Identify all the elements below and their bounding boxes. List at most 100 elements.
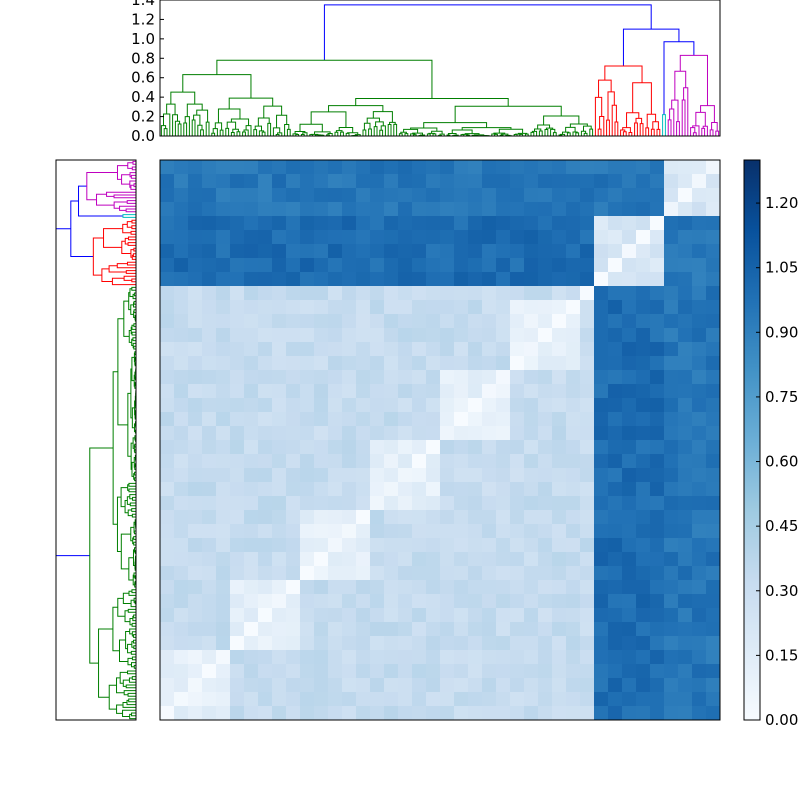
heatmap-cell [636,160,651,175]
heatmap-cell [664,706,679,721]
left-dendrogram-frame [55,159,137,721]
dendrogram-link [715,130,720,136]
heatmap-cell [692,174,707,189]
heatmap-cell [426,440,441,455]
heatmap-cell [286,664,301,679]
heatmap-cell [636,692,651,707]
heatmap-cell [230,398,245,413]
heatmap-cell [384,272,399,287]
heatmap-cell [580,356,595,371]
heatmap-cell [692,636,707,651]
heatmap-cell [566,328,581,343]
heatmap-cell [524,174,539,189]
heatmap-cell [636,524,651,539]
heatmap-cell [398,454,413,469]
heatmap-cell [272,482,287,497]
heatmap-cell [580,426,595,441]
dendrogram-link [86,172,118,201]
heatmap-cell [650,160,665,175]
dendrogram-link [101,268,113,282]
heatmap-cell [440,538,455,553]
heatmap-cell [664,244,679,259]
heatmap-cell [244,636,259,651]
heatmap-cell [552,524,567,539]
heatmap-cell [468,594,483,609]
dendrogram-link [309,134,314,136]
heatmap-cell [356,230,371,245]
heatmap-cell [440,594,455,609]
heatmap-cell [594,342,609,357]
dendrogram-link [423,122,488,129]
heatmap-cell [412,426,427,441]
heatmap-cell [608,496,623,511]
heatmap-cell [342,174,357,189]
heatmap-cell [468,468,483,483]
dendrogram-link [134,471,136,476]
heatmap-cell [202,216,217,231]
heatmap-cell [538,482,553,497]
heatmap-cell [482,286,497,301]
heatmap-cell [258,622,273,637]
heatmap-cell [566,216,581,231]
heatmap-cell [622,244,637,259]
heatmap-cell [692,538,707,553]
heatmap-cell [650,202,665,217]
heatmap-cell [454,580,469,595]
heatmap-cell [678,664,693,679]
dendrogram-link [302,132,308,136]
heatmap-cell [300,244,315,259]
heatmap-cell [286,216,301,231]
dendrogram-link [412,134,417,136]
heatmap-cell [160,188,175,203]
heatmap-cell [678,552,693,567]
heatmap-cell [440,398,455,413]
heatmap-cell [566,272,581,287]
heatmap-cell [202,552,217,567]
heatmap-cell [496,524,511,539]
heatmap-cell [552,496,567,511]
dendrogram-link [111,277,136,286]
heatmap-cell [496,300,511,315]
heatmap-cell [174,216,189,231]
dendrogram-link [124,610,130,623]
heatmap-cell [496,538,511,553]
dendrogram-link [228,97,274,109]
dendrogram-link [122,592,132,604]
heatmap-cell [678,412,693,427]
heatmap-cell [174,678,189,693]
heatmap-cell [566,440,581,455]
heatmap-cell [692,398,707,413]
heatmap-cell [454,398,469,413]
dendrogram-link [134,382,136,386]
heatmap-cell [692,706,707,721]
heatmap-cell [454,678,469,693]
heatmap-cell [412,300,427,315]
heatmap-cell [552,622,567,637]
heatmap-cell [440,622,455,637]
heatmap-cell [482,636,497,651]
heatmap-cell [370,244,385,259]
dendrogram-link [160,125,167,136]
heatmap-cell [552,160,567,175]
heatmap-cell [174,454,189,469]
heatmap-cell [636,664,651,679]
heatmap-cell [678,328,693,343]
heatmap-cell [552,412,567,427]
dendrogram-link [662,114,666,136]
heatmap-cell [622,580,637,595]
heatmap-cell [580,384,595,399]
heatmap-cell [174,552,189,567]
dendrogram-link [130,662,136,668]
dendrogram-link [125,270,136,274]
heatmap-cell [482,314,497,329]
heatmap-cell [328,650,343,665]
heatmap-cell [426,706,441,721]
heatmap-cell [370,580,385,595]
heatmap-cell [692,664,707,679]
heatmap-cell [636,398,651,413]
heatmap-cell [342,538,357,553]
heatmap-cell [440,580,455,595]
dendrogram-link [531,130,538,136]
heatmap-cell [692,244,707,259]
heatmap-cell [244,552,259,567]
